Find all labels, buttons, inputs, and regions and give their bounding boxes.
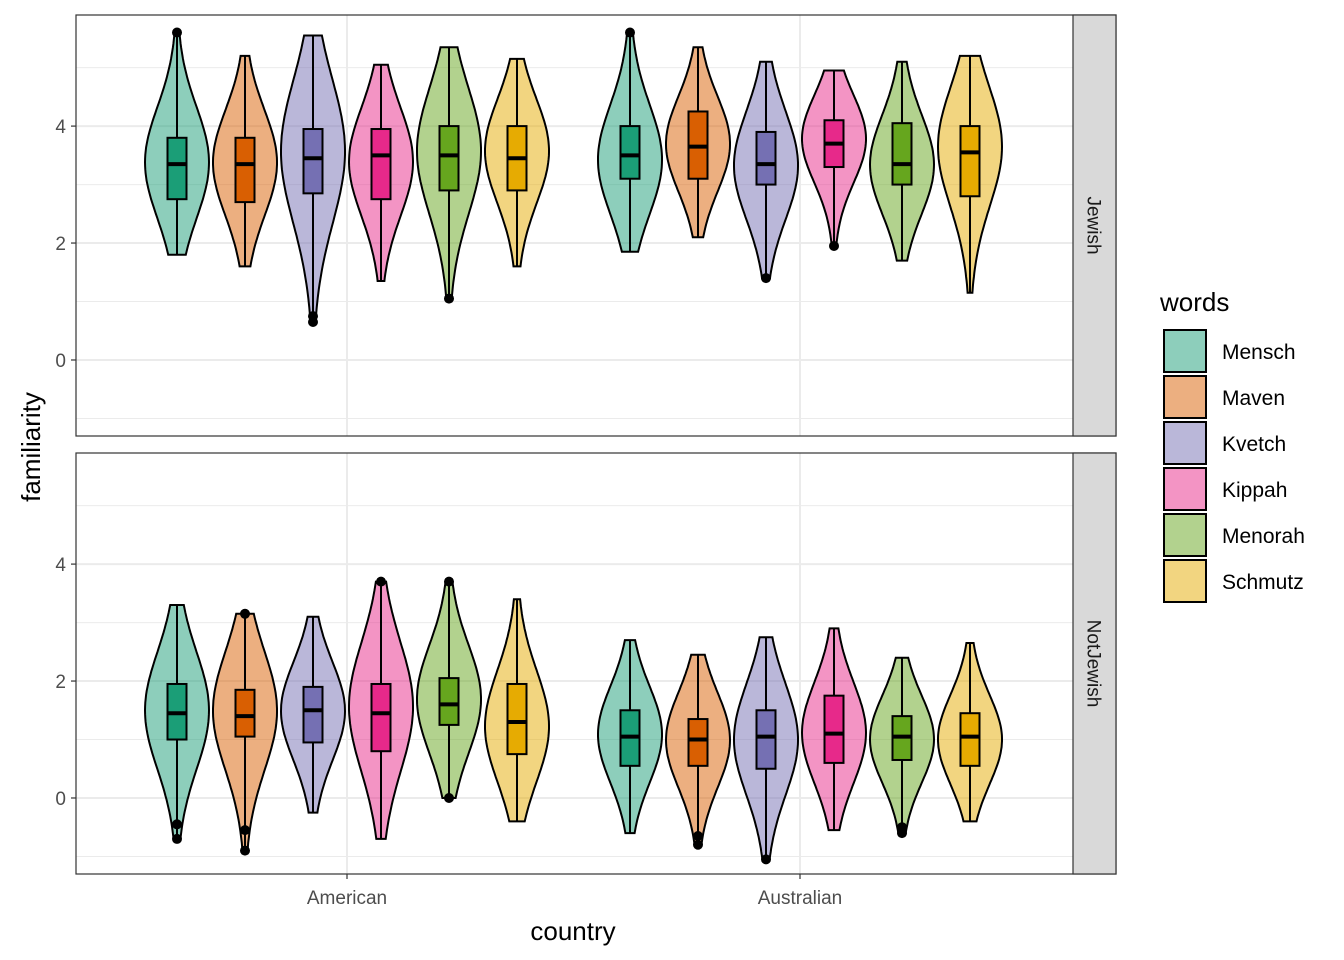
group-american	[143, 27, 550, 327]
box-schmutz	[959, 712, 981, 767]
box-maven	[234, 136, 256, 204]
outlier-point	[240, 825, 250, 836]
outlier-point	[761, 854, 771, 865]
outlier-point	[172, 819, 182, 830]
outlier-point	[172, 833, 182, 844]
y-tick-label: 0	[55, 351, 66, 372]
box-kvetch	[302, 128, 324, 195]
outlier-point	[761, 273, 771, 284]
outlier-point	[444, 792, 454, 803]
legend-label-mensch: Mensch	[1222, 341, 1296, 364]
facet-strip	[1072, 14, 1117, 437]
legend-key-menorah	[1163, 513, 1207, 557]
box-kvetch	[755, 130, 777, 186]
outlier-point	[693, 830, 703, 841]
legend-label-kvetch: Kvetch	[1222, 433, 1286, 456]
legend: words Mensch Maven Kvetch Kippah Menorah Schm…	[1159, 287, 1305, 603]
box-mensch	[166, 136, 188, 201]
box-schmutz	[506, 682, 528, 756]
y-tick-label: 4	[55, 117, 66, 138]
group-australian	[597, 627, 1003, 865]
box-kippah	[370, 682, 392, 753]
box-kippah	[823, 694, 845, 764]
legend-title: words	[1159, 287, 1229, 317]
box-maven	[687, 718, 709, 767]
panel-jewish: Jewish 0 2 4	[55, 14, 1117, 437]
box-schmutz	[959, 125, 981, 198]
y-tick-label: 0	[55, 789, 66, 810]
outlier-point	[240, 845, 250, 856]
x-tick-label-american: American	[307, 888, 387, 909]
outlier-point	[693, 839, 703, 850]
y-tick-label: 2	[55, 672, 66, 693]
outlier-point	[444, 293, 454, 304]
group-australian	[597, 27, 1004, 294]
box-kippah	[370, 128, 392, 201]
outlier-point	[172, 27, 182, 38]
box-mensch	[619, 125, 641, 180]
facet-strip	[1072, 452, 1117, 875]
outlier-point	[625, 27, 635, 38]
facet-label-notjewish: NotJewish	[1083, 620, 1104, 708]
legend-label-menorah: Menorah	[1222, 525, 1305, 548]
legend-key-kippah	[1163, 467, 1207, 511]
legend-key-kvetch	[1163, 421, 1207, 465]
outlier-point	[897, 828, 907, 839]
facet-label-jewish: Jewish	[1083, 196, 1104, 254]
x-tick-label-australian: Australian	[758, 888, 843, 909]
legend-label-maven: Maven	[1222, 387, 1285, 410]
y-axis-title: familiarity	[16, 392, 46, 502]
box-menorah	[891, 122, 913, 186]
legend-label-schmutz: Schmutz	[1222, 571, 1304, 594]
y-tick-label: 4	[55, 555, 66, 576]
outlier-point	[240, 608, 250, 619]
legend-key-schmutz	[1163, 559, 1207, 603]
facet-panels: Jewish 0 2 4 NotJewish 0 2 4 American Australian	[55, 14, 1117, 909]
outlier-point	[376, 576, 386, 587]
x-axis-title: country	[530, 916, 615, 946]
outlier-point	[308, 316, 318, 327]
legend-key-maven	[1163, 375, 1207, 419]
panel-notjewish: NotJewish 0 2 4	[55, 452, 1117, 875]
box-menorah	[438, 677, 460, 726]
box-maven	[234, 688, 256, 738]
box-menorah	[438, 125, 460, 192]
outlier-point	[829, 240, 839, 251]
group-american	[143, 576, 550, 856]
legend-label-kippah: Kippah	[1222, 479, 1287, 502]
box-kvetch	[755, 709, 777, 770]
y-tick-label: 2	[55, 234, 66, 255]
legend-key-mensch	[1163, 329, 1207, 373]
box-kvetch	[302, 685, 324, 744]
outlier-point	[444, 576, 454, 587]
